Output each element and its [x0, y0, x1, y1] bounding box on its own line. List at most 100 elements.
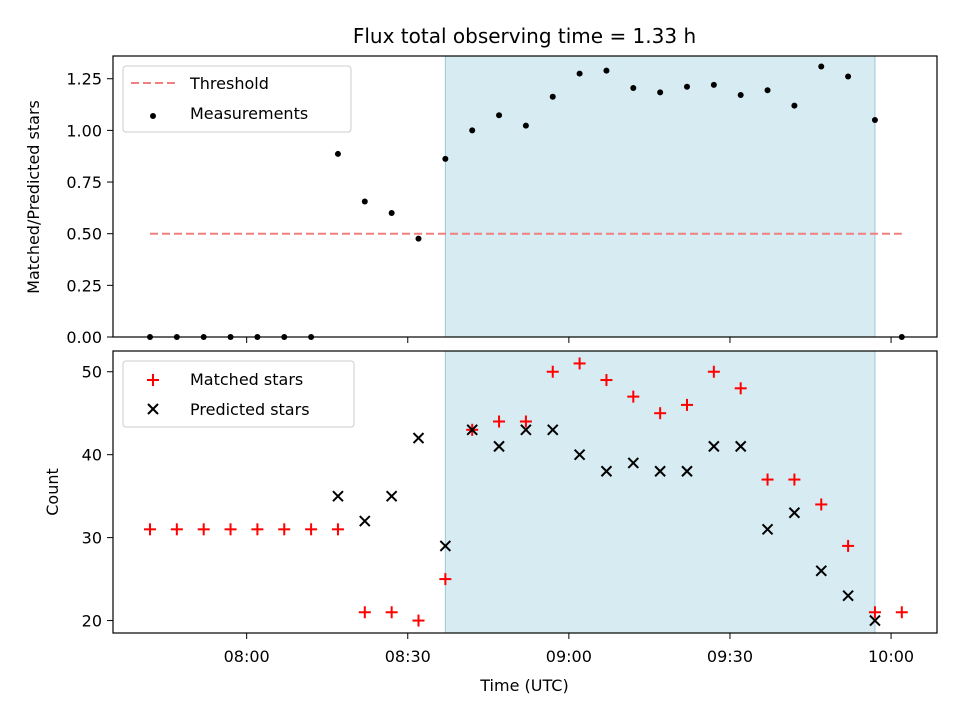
bottom-axes-frame: [112, 350, 938, 634]
matched-star-point: [788, 473, 801, 486]
predicted-star-point: [842, 589, 854, 602]
matched-star-point: [439, 573, 452, 586]
matched-star-point: [144, 523, 156, 536]
predicted-star-point: [573, 448, 586, 461]
matched-star-point: [546, 365, 559, 378]
matched-star-point: [627, 390, 640, 403]
predicted-star-point: [654, 465, 666, 477]
bottom-ytick-label: 20: [82, 612, 102, 631]
predicted-star-point: [439, 540, 452, 552]
bottom-x-ticks: 08:00 08:30 09:00 09:30 10:00: [224, 633, 914, 666]
matched-star-point: [895, 606, 908, 619]
matched-star-point: [170, 523, 183, 536]
matched-star-point: [815, 498, 828, 511]
matched-star-point: [600, 374, 613, 387]
legend-measurements-label: Measurements: [190, 104, 308, 123]
measurement-point: [791, 102, 798, 109]
measurement-point: [388, 210, 395, 217]
predicted-star-point: [493, 440, 505, 453]
measurement-point: [630, 85, 637, 92]
predicted-star-point: [681, 465, 693, 477]
measurement-point: [522, 122, 529, 129]
matched-star-point: [868, 606, 881, 619]
bottom-legend: Matched stars Predicted stars: [122, 360, 355, 428]
bottom-ytick-label: 50: [82, 363, 102, 382]
x-tick-label: 08:00: [224, 647, 270, 666]
predicted-star-point: [547, 424, 559, 436]
bottom-y-axis-label: Count: [43, 468, 62, 516]
predicted-star-point: [412, 432, 425, 444]
bottom-shaded-region: [444, 350, 876, 634]
top-legend-box: [122, 65, 352, 133]
x-tick-label: 08:30: [385, 647, 431, 666]
matched-star-point: [842, 539, 855, 552]
legend-matched-label: Matched stars: [190, 370, 303, 389]
matched-star-point: [654, 407, 667, 420]
bottom-legend-box: [122, 360, 355, 428]
top-ytick-label: 0.50: [66, 225, 102, 244]
matched-star-point: [734, 382, 747, 395]
bottom-ytick-label: 30: [82, 529, 102, 548]
measurement-point: [845, 73, 852, 80]
predicted-star-point: [788, 507, 801, 519]
matched-star-point: [385, 606, 398, 619]
matched-star-point: [224, 523, 237, 536]
predicted-star-point: [734, 440, 747, 453]
x-tick-label: 09:00: [546, 647, 592, 666]
legend-measurements-swatch: [150, 113, 156, 119]
legend-predicted-swatch: [147, 403, 159, 415]
predicted-star-point: [466, 424, 478, 436]
measurement-point: [496, 112, 503, 119]
predicted-star-point: [359, 515, 371, 527]
measurement-point: [657, 89, 664, 96]
predicted-star-point: [708, 440, 720, 453]
matched-star-point: [358, 606, 371, 619]
predicted-star-point: [385, 490, 398, 502]
top-legend: Threshold Measurements: [122, 65, 352, 133]
top-ytick-label: 0.25: [66, 276, 102, 295]
top-panel: 0.00 0.25 0.50 0.75 1.00 1.25 Matched/Predict…: [24, 55, 938, 347]
x-tick-label: 09:30: [707, 647, 753, 666]
measurement-point: [764, 87, 771, 94]
top-x-ticks: [246, 337, 892, 343]
matched-star-point: [707, 365, 720, 378]
top-ytick-label: 1.25: [66, 70, 102, 89]
matched-star-point: [305, 523, 318, 536]
top-y-axis-label: Matched/Predicted stars: [24, 100, 43, 294]
matched-star-point: [573, 357, 586, 370]
matched-star-point: [493, 415, 506, 428]
matched-star-point: [278, 523, 291, 536]
top-y-ticks: 0.00 0.25 0.50 0.75 1.00 1.25: [66, 70, 113, 347]
predicted-star-point: [520, 424, 532, 436]
measurement-point: [576, 70, 583, 77]
top-ytick-label: 0.75: [66, 173, 102, 192]
measurement-point: [684, 83, 690, 90]
bottom-series-group: [144, 357, 908, 627]
measurement-point: [871, 117, 878, 124]
matched-star-point: [681, 398, 693, 411]
predicted-star-point: [332, 490, 344, 502]
measurement-point: [415, 235, 422, 242]
matched-star-point: [331, 523, 344, 536]
x-axis-label: Time (UTC): [479, 676, 568, 695]
matched-star-point: [251, 523, 264, 536]
legend-threshold-label: Threshold: [189, 74, 269, 93]
predicted-star-point: [627, 457, 640, 469]
measurement-point: [334, 150, 341, 157]
x-tick-label: 10:00: [868, 647, 914, 666]
predicted-star-point: [761, 523, 774, 536]
top-axes-frame: [112, 55, 938, 338]
predicted-star-point: [869, 614, 881, 627]
matched-star-point: [412, 614, 425, 627]
measurement-point: [549, 93, 556, 100]
bottom-y-ticks: 20 30 40 50: [82, 363, 113, 631]
measurement-point: [442, 155, 449, 162]
measurement-point: [361, 198, 368, 205]
top-shaded-region: [444, 55, 876, 338]
measurement-point: [737, 92, 744, 99]
top-ytick-label: 0.00: [66, 328, 102, 347]
measurement-point: [710, 81, 717, 88]
measurement-point: [603, 67, 610, 74]
measurement-point: [469, 127, 476, 134]
